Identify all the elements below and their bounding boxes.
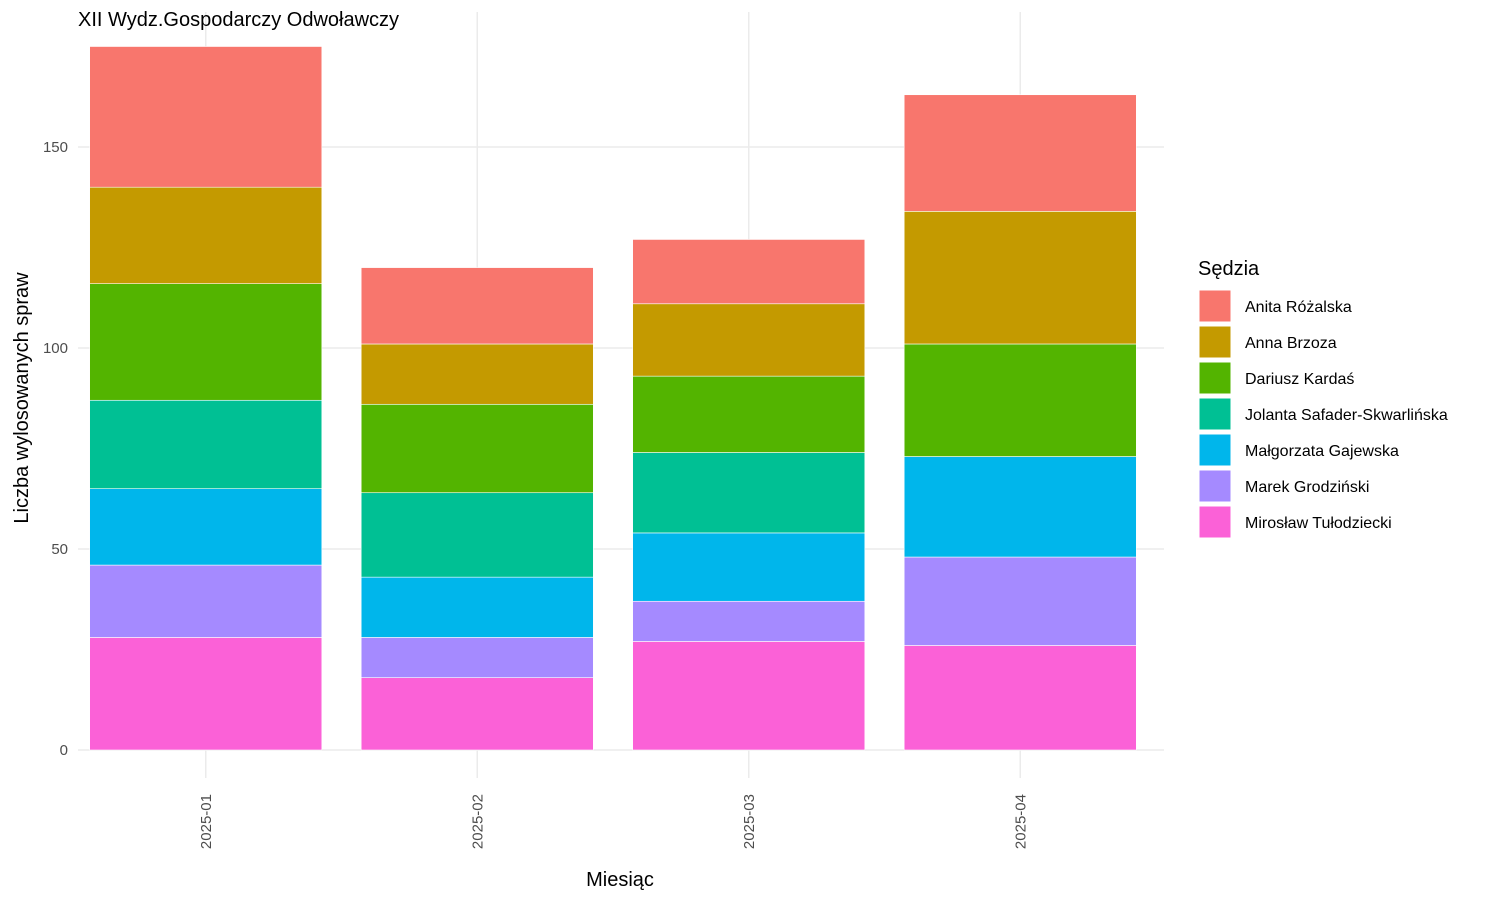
legend-key [1198,325,1232,359]
y-axis-title: Liczba wylosowanych spraw [11,272,33,524]
bar-segment [89,399,323,490]
legend: Sędzia Anita Różalska Anna Brzoza Dariusz … [1198,258,1448,539]
bar-segment [89,488,323,566]
x-tick-label: 2025-01 [198,794,215,849]
legend-label: Dariusz Kardaś [1245,371,1354,388]
x-tick-label: 2025-02 [469,794,486,849]
bar-segment [89,283,323,401]
bar-segment [89,564,323,638]
bar-segment [903,94,1137,212]
bar-segment [360,403,594,494]
bar-segment [903,456,1137,558]
legend-key [1198,397,1232,431]
bar-segment [360,492,594,578]
legend-label: Małgorzata Gajewska [1245,443,1399,460]
legend-label: Jolanta Safader-Skwarlińska [1245,407,1448,424]
legend-label: Mirosław Tułodziecki [1245,515,1392,532]
y-tick-label: 150 [43,139,68,156]
x-axis-title: Miesiąc [586,869,654,891]
bar-segment [903,211,1137,345]
bar-segment [632,452,866,534]
y-tick-label: 50 [51,541,68,558]
bar-segment [360,576,594,638]
legend-title: Sędzia [1198,258,1260,280]
bar-segment [632,239,866,305]
bars-layer [89,46,1137,751]
bar-segment [632,375,866,453]
bar-segment [632,600,866,642]
bar-segment [632,532,866,602]
legend-key [1198,289,1232,323]
y-tick-label: 100 [43,340,68,357]
legend-label: Anita Różalska [1245,299,1352,316]
legend-label: Marek Grodziński [1245,479,1369,496]
bar-segment [903,343,1137,457]
x-tick-label: 2025-03 [741,794,758,849]
bar-segment [89,637,323,751]
bar-segment [360,343,594,405]
bar-segment [360,677,594,751]
chart-title: XII Wydz.Gospodarczy Odwoławczy [78,9,399,31]
legend-key [1198,433,1232,467]
bar-segment [360,637,594,678]
legend-key [1198,505,1232,539]
legend-key [1198,469,1232,503]
x-tick-label: 2025-04 [1012,794,1029,849]
bar-segment [89,46,323,188]
bar-segment [903,556,1137,646]
legend-key [1198,361,1232,395]
bar-segment [360,267,594,345]
y-axis-ticks: 0 50 100 150 [43,139,68,759]
legend-label: Anna Brzoza [1245,335,1337,352]
x-axis-ticks: 2025-01 2025-02 2025-03 2025-04 [198,794,1030,849]
bar-segment [632,641,866,751]
bar-segment [632,303,866,377]
bar-segment [89,186,323,284]
bar-segment [903,645,1137,751]
y-tick-label: 0 [60,742,68,759]
